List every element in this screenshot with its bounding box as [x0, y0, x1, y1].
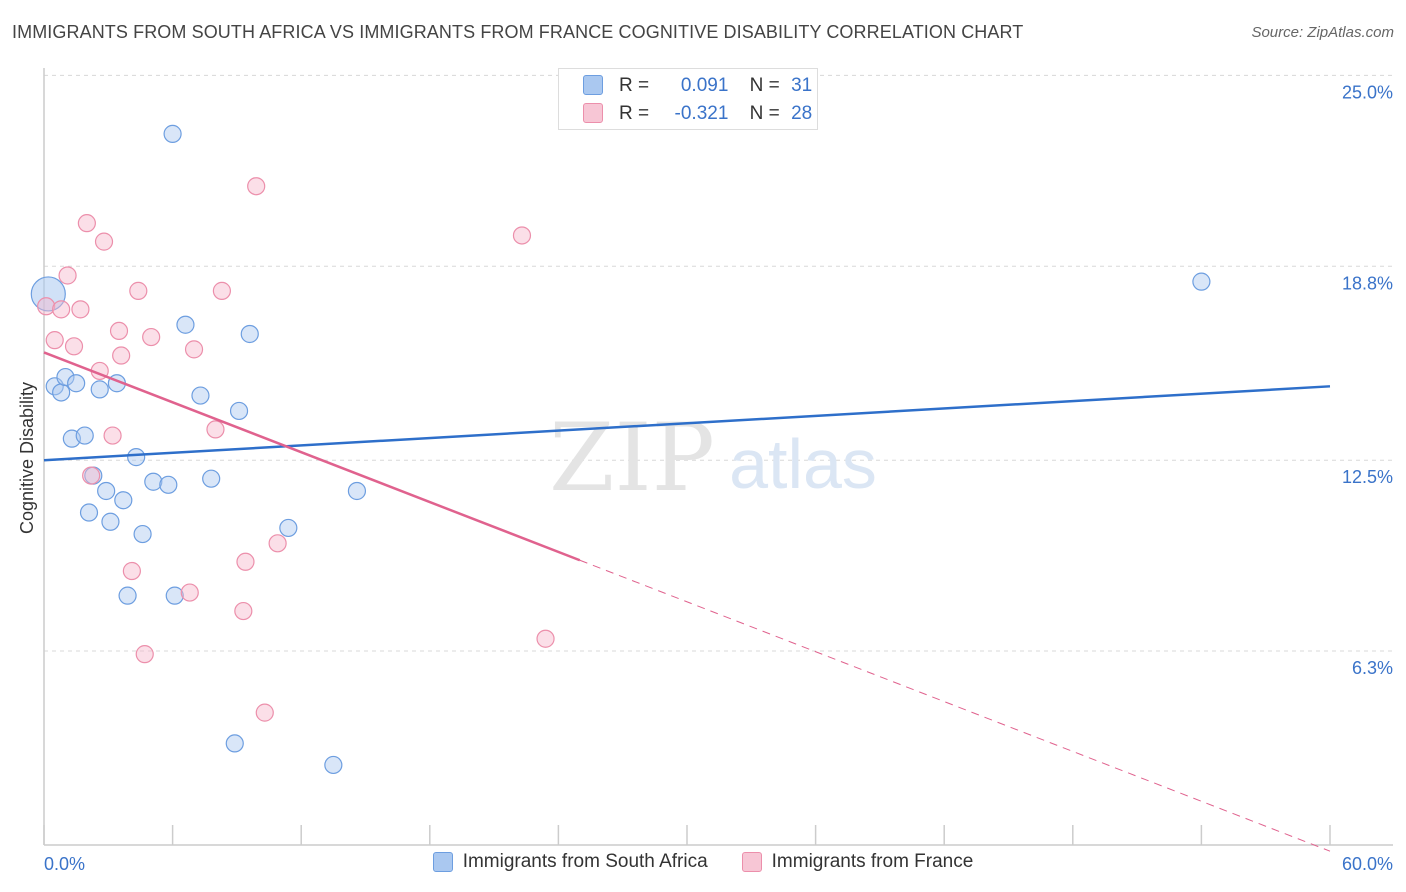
france-swatch-icon: [583, 103, 603, 123]
point-south-africa-3: [56, 367, 75, 387]
point-south-africa-19: [163, 124, 182, 143]
axes: [43, 68, 1393, 846]
x-tick-label-min: 0.0%: [44, 854, 85, 874]
legend-item-france[interactable]: Immigrants from France: [741, 851, 974, 873]
point-south-africa-22: [191, 386, 210, 405]
point-france-27: [536, 629, 555, 648]
point-south-africa-18: [159, 475, 178, 494]
trend-line-south-africa: [43, 385, 1331, 462]
point-france-26: [512, 226, 532, 245]
trend-lines: [43, 351, 1331, 852]
point-france-24: [255, 703, 274, 722]
point-south-africa-2: [52, 383, 71, 402]
point-france-0: [37, 297, 56, 316]
watermark-zip: ZIP: [549, 404, 715, 513]
point-south-africa-24: [225, 734, 244, 753]
point-france-20: [212, 281, 231, 300]
point-france-5: [71, 300, 90, 319]
point-south-africa-14: [118, 586, 137, 605]
y-tick-label-3: 25.0%: [1342, 82, 1393, 102]
point-south-africa-16: [133, 524, 152, 544]
trend-line-france: [43, 351, 581, 562]
stats-row-france-text: R = -0.321 N = 28: [619, 103, 812, 125]
point-france-25: [268, 534, 287, 553]
point-france-14: [129, 281, 148, 300]
y-tick-label-2: 18.8%: [1342, 273, 1393, 293]
point-south-africa-27: [279, 518, 298, 538]
point-south-africa-13: [114, 491, 133, 510]
tick-labels: 0.0% 60.0% Cognitive Disability 6.3% 12.5…: [17, 82, 1393, 874]
source-credit: Source: ZipAtlas.com: [1251, 24, 1394, 41]
point-france-3: [58, 266, 77, 285]
stats-row-south-africa: R = 0.091 N = 31: [583, 72, 812, 100]
point-france-9: [94, 232, 114, 251]
point-south-africa-28: [324, 755, 343, 775]
point-france-4: [64, 337, 84, 356]
point-south-africa-25: [229, 401, 249, 421]
south-africa-r-value: 0.091: [680, 75, 729, 96]
point-france-10: [103, 426, 122, 445]
point-france-22: [236, 552, 255, 571]
point-france-19: [206, 420, 225, 439]
point-france-15: [135, 645, 154, 664]
n-label: N =: [749, 103, 780, 124]
point-france-12: [112, 346, 131, 365]
chart-title: IMMIGRANTS FROM SOUTH AFRICA VS IMMIGRAN…: [12, 22, 1024, 42]
legend-label-france: Immigrants from France: [771, 851, 974, 872]
legend-swatch-france-icon: [741, 852, 762, 872]
point-france-2: [52, 300, 71, 319]
legend-swatch-south-africa-icon: [432, 852, 453, 872]
south-africa-n-value: 31: [791, 75, 813, 96]
point-south-africa-7: [79, 503, 99, 522]
x-tick-label-max: 60.0%: [1342, 854, 1393, 874]
y-tick-label-0: 6.3%: [1352, 658, 1393, 678]
point-france-13: [122, 561, 141, 581]
point-france-18: [184, 340, 204, 359]
point-south-africa-26: [240, 324, 259, 344]
point-france-6: [77, 214, 96, 233]
point-south-africa-23: [202, 469, 221, 488]
point-france-23: [247, 177, 266, 196]
n-label: N =: [749, 75, 780, 96]
point-south-africa-11: [101, 512, 120, 531]
r-label: R =: [619, 103, 650, 124]
legend-label-south-africa: Immigrants from South Africa: [462, 851, 708, 872]
point-south-africa-10: [97, 481, 116, 501]
point-south-africa-15: [127, 448, 146, 467]
point-south-africa-20: [165, 586, 184, 605]
trend-line-france-extension: [579, 559, 1331, 852]
point-france-7: [82, 466, 101, 485]
y-tick-label-1: 12.5%: [1342, 467, 1393, 487]
correlation-stats-box: R = 0.091 N = 31 R = -0.321 N = 28: [558, 68, 818, 130]
watermark-atlas: atlas: [729, 425, 877, 503]
point-south-africa-21: [176, 315, 195, 334]
point-south-africa-29: [347, 481, 367, 501]
point-south-africa-9: [90, 380, 109, 399]
r-label: R =: [619, 75, 650, 96]
legend-item-south-africa[interactable]: Immigrants from South Africa: [432, 851, 708, 873]
watermark: ZIP atlas: [549, 404, 877, 513]
france-n-value: 28: [791, 103, 813, 124]
point-south-africa-5: [67, 374, 86, 393]
legend: Immigrants from South Africa Immigrants …: [0, 851, 1406, 873]
point-france-16: [142, 327, 161, 347]
stats-row-south-africa-text: R = 0.091 N = 31: [619, 75, 812, 97]
point-south-africa-30: [1192, 272, 1211, 291]
france-r-value: -0.321: [674, 103, 729, 124]
point-france-21: [234, 601, 253, 621]
south-africa-swatch-icon: [583, 75, 603, 95]
point-france-11: [109, 321, 129, 341]
stats-row-france: R = -0.321 N = 28: [583, 100, 812, 128]
point-south-africa-17: [144, 472, 163, 491]
y-axis-label: Cognitive Disability: [17, 382, 37, 534]
point-south-africa-6: [75, 426, 94, 445]
point-france-1: [45, 331, 64, 350]
point-france-17: [180, 583, 199, 602]
